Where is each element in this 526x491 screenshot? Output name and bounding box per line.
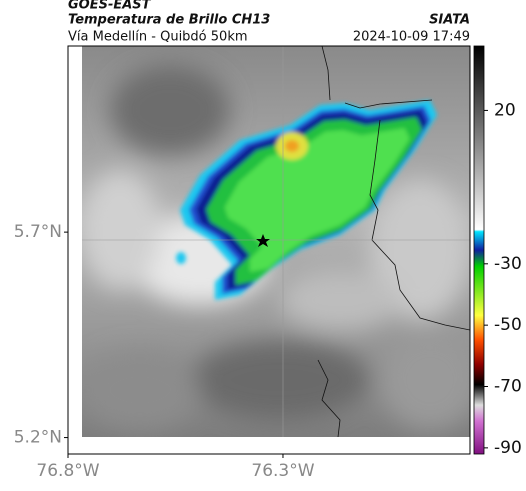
lat-label: 5.2°N (14, 428, 62, 448)
colorbar-label: -70 (494, 377, 522, 397)
product: Temperatura de Brillo CH13 (68, 13, 270, 28)
axes: 5.7°N 5.2°N 76.8°W 76.3°W 20 -30 -50 -70 -90 (14, 100, 522, 481)
colorbar-label: -30 (494, 254, 522, 274)
colorbar-label: -90 (494, 438, 522, 458)
lon-label: 76.3°W (251, 461, 314, 481)
colorbar-label: -50 (494, 315, 522, 335)
colorbar-label: 20 (494, 100, 516, 120)
satellite-image (82, 46, 470, 437)
route: Vía Medellín - Quibdó 50km (68, 30, 248, 45)
source: SIATA (429, 13, 470, 28)
satellite: GOES-EAST (68, 0, 152, 13)
lon-label: 76.8°W (36, 461, 99, 481)
colorbar (473, 45, 485, 455)
map-frame (67, 45, 471, 455)
datetime: 2024-10-09 17:49 (353, 30, 470, 45)
lat-label: 5.7°N (14, 222, 62, 242)
